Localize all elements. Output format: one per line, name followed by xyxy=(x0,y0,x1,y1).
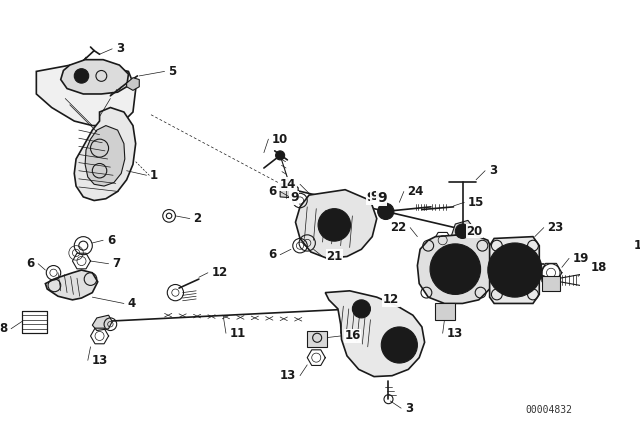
Text: 6: 6 xyxy=(107,234,115,247)
Text: 9: 9 xyxy=(367,191,376,204)
Text: 8: 8 xyxy=(0,322,8,335)
Polygon shape xyxy=(92,315,112,331)
Polygon shape xyxy=(347,300,369,318)
Text: 6: 6 xyxy=(26,257,35,270)
Text: 9: 9 xyxy=(371,190,379,202)
Bar xyxy=(307,331,327,347)
Text: 16: 16 xyxy=(344,329,360,342)
Text: 24: 24 xyxy=(408,185,424,198)
Text: 12: 12 xyxy=(211,266,228,279)
Polygon shape xyxy=(417,234,494,303)
Polygon shape xyxy=(127,78,140,90)
Text: 18: 18 xyxy=(591,261,607,274)
Text: 4: 4 xyxy=(127,297,136,310)
Bar xyxy=(542,276,560,291)
Bar xyxy=(435,303,455,320)
Circle shape xyxy=(430,244,481,294)
Text: 20: 20 xyxy=(466,225,483,238)
Text: 14: 14 xyxy=(280,178,296,191)
Circle shape xyxy=(455,224,470,238)
Text: 13: 13 xyxy=(92,354,108,367)
Text: 13: 13 xyxy=(280,369,296,382)
Circle shape xyxy=(353,300,371,318)
Circle shape xyxy=(318,209,351,241)
Circle shape xyxy=(443,257,468,282)
Circle shape xyxy=(74,69,89,83)
Text: 21: 21 xyxy=(326,250,342,263)
Circle shape xyxy=(596,258,628,291)
Text: 9: 9 xyxy=(377,191,387,205)
Text: 6: 6 xyxy=(268,185,276,198)
Text: 22: 22 xyxy=(390,221,406,234)
Text: 9: 9 xyxy=(290,191,299,204)
Text: 5: 5 xyxy=(168,65,177,78)
Text: 19: 19 xyxy=(573,252,589,265)
Text: 7: 7 xyxy=(112,257,120,270)
Bar xyxy=(22,310,47,333)
Polygon shape xyxy=(452,220,474,240)
Bar xyxy=(22,310,47,333)
Circle shape xyxy=(327,218,342,232)
Bar xyxy=(584,252,640,297)
Polygon shape xyxy=(45,270,98,300)
Circle shape xyxy=(381,327,417,363)
Circle shape xyxy=(488,243,542,297)
Polygon shape xyxy=(296,190,377,258)
Text: 6: 6 xyxy=(268,248,276,261)
Polygon shape xyxy=(325,291,424,377)
Polygon shape xyxy=(490,237,540,303)
Text: 23: 23 xyxy=(547,221,564,234)
Polygon shape xyxy=(61,60,129,94)
Polygon shape xyxy=(74,108,136,201)
Circle shape xyxy=(378,203,394,220)
Polygon shape xyxy=(85,125,125,186)
Text: 3: 3 xyxy=(489,164,497,177)
Text: 3: 3 xyxy=(404,402,413,415)
Text: 11: 11 xyxy=(230,327,246,340)
Text: 13: 13 xyxy=(446,327,463,340)
Text: 2: 2 xyxy=(193,212,202,225)
Text: 3: 3 xyxy=(116,42,124,55)
Polygon shape xyxy=(36,62,136,125)
Polygon shape xyxy=(280,182,298,198)
Text: 10: 10 xyxy=(272,133,288,146)
Text: 1: 1 xyxy=(150,169,158,182)
Circle shape xyxy=(276,151,285,160)
Text: 17: 17 xyxy=(633,239,640,252)
Text: 12: 12 xyxy=(383,293,399,306)
Text: 00004832: 00004832 xyxy=(525,405,573,414)
Text: 15: 15 xyxy=(468,196,484,209)
